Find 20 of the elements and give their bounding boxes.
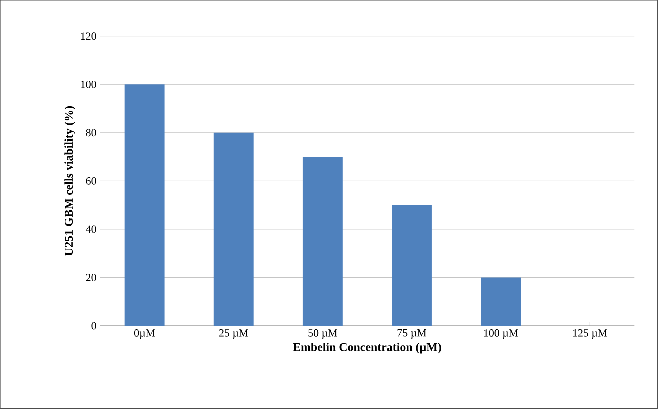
y-tick-label: 60 bbox=[86, 177, 96, 185]
y-tick-label: 0 bbox=[92, 322, 96, 330]
y-axis-title: U251 GBM cells viability (%) bbox=[64, 106, 76, 256]
bar bbox=[392, 205, 432, 326]
y-tick-label: 20 bbox=[86, 274, 96, 282]
x-tick-label: 75 µM bbox=[398, 329, 427, 339]
bar bbox=[124, 84, 165, 326]
x-axis-title: Embelin Concentration (µM) bbox=[293, 342, 442, 354]
y-tick-label: 80 bbox=[86, 129, 96, 136]
bar bbox=[481, 278, 522, 326]
x-tick-label: 50 µM bbox=[308, 329, 338, 339]
y-tick-label: 100 bbox=[81, 80, 96, 88]
bar bbox=[214, 132, 254, 326]
x-tick-label: 125 µM bbox=[573, 329, 608, 339]
bar bbox=[302, 156, 343, 326]
y-tick-label: 120 bbox=[81, 32, 96, 40]
x-tick-label: 25 µM bbox=[219, 329, 248, 339]
y-tick-label: 40 bbox=[86, 226, 96, 234]
x-tick-label: 100 µM bbox=[484, 329, 518, 339]
x-tick-label: 0µM bbox=[134, 329, 156, 339]
